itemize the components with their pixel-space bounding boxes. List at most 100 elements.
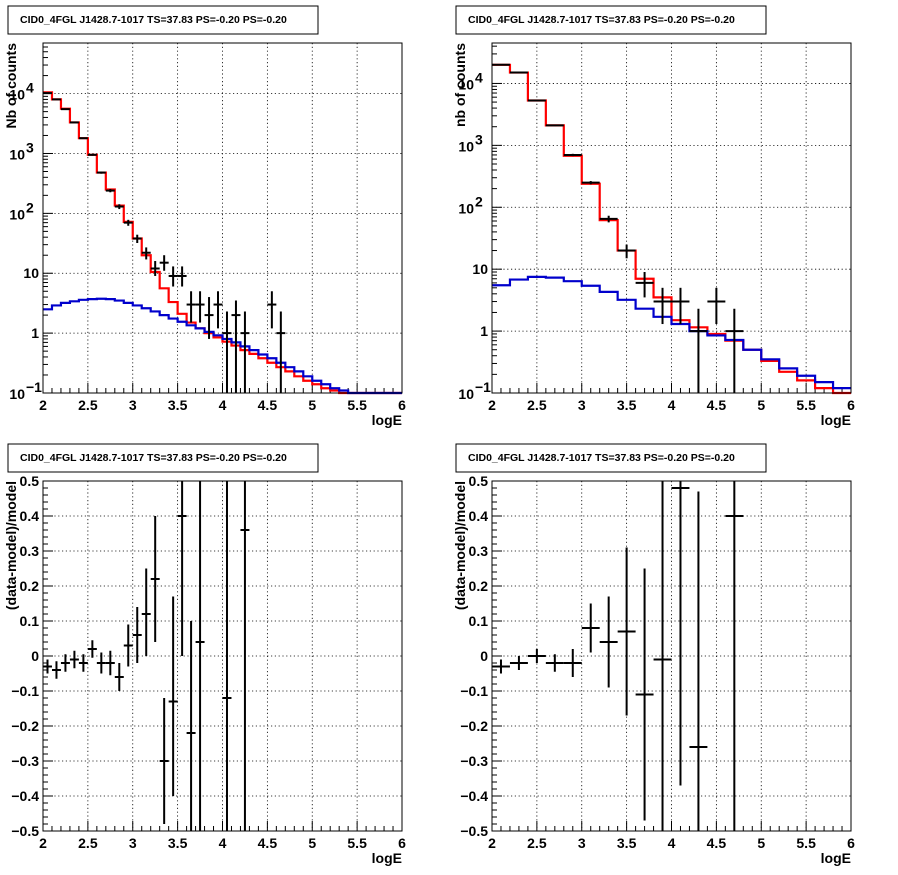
y-tick-label: 1 [31,325,39,341]
data-point [204,297,214,339]
y-tick-label: −0.5 [11,823,39,839]
top-left-title: CID0_4FGL J1428.7-1017 TS=37.83 PS=-0.20… [20,14,287,26]
data-point [69,121,79,124]
data-point [635,272,654,298]
data-point [267,291,277,329]
data-point [240,481,250,831]
top-left-y-axis-title: Nb of counts [3,43,19,129]
data-point [725,308,744,393]
bottom-right-y-axis-title: (data-model)/model [452,481,468,610]
data-point [617,244,636,259]
x-tick-label: 4.5 [258,835,278,851]
y-tick-exponent: 4 [26,80,34,96]
data-point [492,659,510,674]
x-tick-label: 4.5 [707,835,727,851]
y-tick-label: 0.4 [20,508,40,524]
x-tick-label: 2 [488,397,496,413]
x-tick-label: 5 [757,397,765,413]
top-right-grid [492,43,851,393]
data-point [159,255,169,271]
top-right-series-model-component [492,275,851,390]
x-tick-label: 3.5 [617,835,637,851]
y-tick-label: −0.4 [460,788,488,804]
bottom-right-title-box [455,443,767,473]
bottom-right-x-axis-title: logE [821,850,851,866]
bottom-left-title-box [7,443,319,473]
y-tick-label: 0.3 [469,543,489,559]
data-point [51,98,61,101]
data-point [509,656,528,670]
x-tick-label: 6 [847,835,855,851]
bottom-right-axes [491,480,852,832]
data-point [150,261,160,276]
data-point [150,516,160,642]
data-point [186,621,196,831]
data-point [96,652,106,674]
y-tick-label: 0.2 [469,578,489,594]
data-point [213,291,223,329]
data-point [581,603,600,653]
top-right-title: CID0_4FGL J1428.7-1017 TS=37.83 PS=-0.20… [468,14,735,26]
data-point [527,99,546,102]
y-tick-label: −0.3 [460,753,488,769]
x-tick-label: 3.5 [168,835,188,851]
data-point [105,189,115,193]
y-tick-label: 0 [480,648,488,664]
y-tick-label: 0.1 [469,613,489,629]
data-point [222,481,232,831]
data-point [177,481,187,656]
y-tick-exponent: 3 [475,131,483,147]
y-tick-label: 0.3 [20,543,40,559]
x-tick-label: 6 [398,397,406,413]
data-point [159,698,169,824]
bottom-right-frame [491,480,852,832]
top-left-title-box [7,5,319,35]
x-tick-label: 2 [39,835,47,851]
data-point [60,654,70,672]
x-tick-label: 5.5 [347,835,367,851]
data-point [78,654,88,672]
data-point [545,124,564,127]
y-tick-label: 10 [458,76,474,92]
x-tick-label: 3 [578,397,586,413]
bottom-left-frame [42,480,403,832]
y-tick-label: 0.5 [20,473,40,489]
data-point [689,491,708,831]
data-point [599,596,618,688]
y-tick-label: 10 [23,265,39,281]
data-point [132,234,142,243]
data-point [123,624,133,667]
x-tick-label: 4.5 [707,397,727,413]
x-tick-label: 2.5 [527,835,547,851]
data-point [689,308,708,393]
data-point [177,266,187,287]
data-point [114,204,124,210]
top-right-data-points [492,63,744,393]
bottom-left-title: CID0_4FGL J1428.7-1017 TS=37.83 PS=-0.20… [20,452,287,464]
x-tick-label: 3 [578,835,586,851]
x-tick-label: 3 [129,397,137,413]
x-tick-label: 3.5 [168,397,188,413]
data-point [563,153,582,157]
data-point [231,300,241,393]
y-tick-label: −0.1 [11,683,39,699]
data-point [43,92,52,95]
data-point [707,287,726,325]
data-point [581,181,600,185]
data-point [43,659,52,674]
x-tick-label: 2 [39,397,47,413]
y-tick-label: 0.5 [469,473,489,489]
top-right-frame [491,42,852,394]
data-point [60,108,70,111]
x-tick-label: 4 [219,835,227,851]
y-tick-label: 10 [9,386,25,402]
y-tick-label: −0.4 [11,788,39,804]
data-point [168,266,178,287]
y-tick-label: 10 [458,138,474,154]
data-point [671,481,690,786]
data-point [276,311,286,393]
y-tick-label: 1 [480,323,488,339]
data-point [563,649,582,677]
data-point [186,291,196,323]
x-tick-label: 6 [398,835,406,851]
